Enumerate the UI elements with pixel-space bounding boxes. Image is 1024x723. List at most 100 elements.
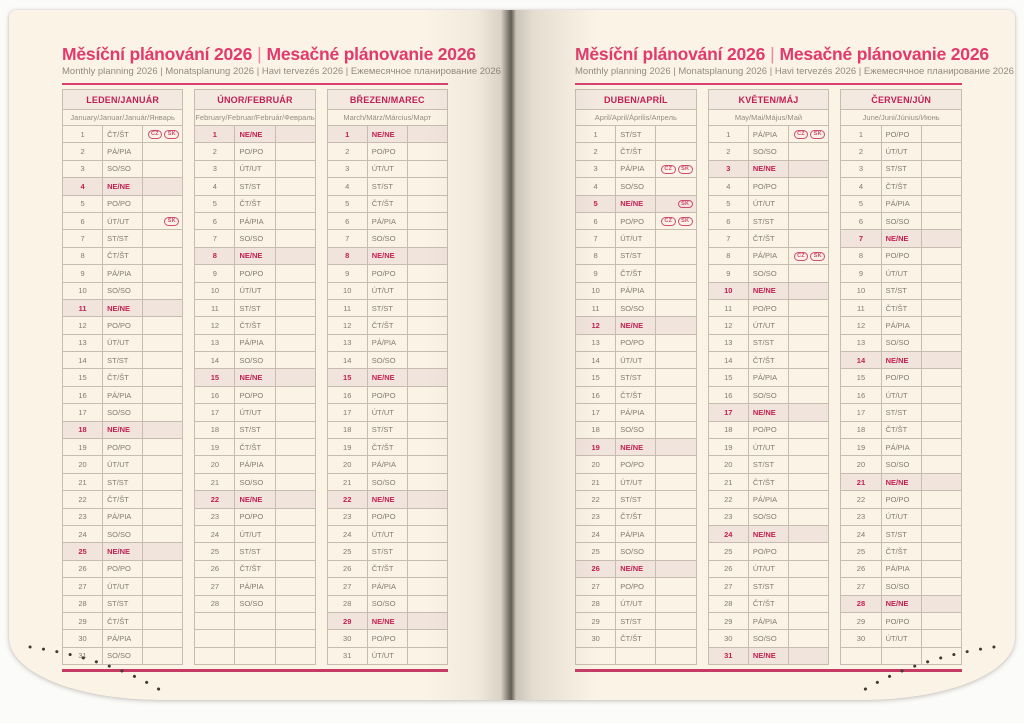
weekday-label: NE/NE: [102, 542, 144, 561]
weekday-label: PÁ/PIA: [102, 507, 144, 526]
day-row: 12 PO/PO: [61, 316, 184, 335]
notes-cell: [655, 385, 697, 405]
day-number: 26: [574, 559, 617, 579]
notes-cell: [788, 194, 830, 213]
weekday-label: PÁ/PIA: [234, 577, 276, 596]
day-row: 20 PO/PO: [574, 455, 697, 474]
day-row: 4 ČT/ŠT: [840, 177, 963, 196]
day-row: 8 ST/ST: [574, 246, 697, 266]
weekday-label: PO/PO: [880, 611, 922, 631]
weekday-label: PÁ/PIA: [366, 455, 408, 474]
notes-cell: [274, 211, 316, 231]
weekday-label: PÁ/PIA: [234, 455, 276, 474]
notes-cell: [788, 594, 830, 613]
weekday-label: ÚT/UT: [234, 281, 276, 300]
day-row: 31 SO/SO: [61, 646, 184, 666]
month-header-row: ČERVEN/JÚN: [840, 89, 963, 110]
weekday-label: ČT/ŠT: [615, 629, 657, 648]
weekday-label: PÁ/PIA: [234, 333, 276, 353]
day-number: 23: [194, 507, 236, 526]
day-row: 19 PÁ/PIA: [840, 438, 963, 457]
day-row: 27 PÁ/PIA: [194, 577, 316, 596]
weekday-label: [234, 646, 276, 666]
day-number: 22: [326, 490, 368, 509]
month-subtitle: February/Februar/Február/Февраль: [194, 109, 316, 126]
day-number: 27: [194, 577, 236, 596]
day-row: 20 ST/ST: [707, 455, 830, 474]
weekday-label: SO/SO: [747, 385, 790, 405]
notes-cell: [406, 264, 448, 283]
weekday-label: SO/SO: [366, 351, 408, 370]
day-number: 17: [840, 403, 882, 422]
day-number: 14: [574, 351, 617, 370]
notes-cell: SK: [142, 211, 184, 231]
notes-cell: [142, 455, 184, 474]
day-row: 27 ST/ST: [707, 577, 830, 596]
weekday-label: NE/NE: [747, 524, 790, 544]
weekday-label: [880, 646, 922, 666]
day-row: 9 ČT/ŠT: [574, 264, 697, 283]
notes-cell: [142, 159, 184, 179]
notes-cell: [920, 420, 963, 440]
day-number: 9: [194, 264, 236, 283]
notes-cell: [655, 142, 697, 161]
weekday-label: PO/PO: [366, 629, 408, 648]
weekday-label: NE/NE: [747, 646, 790, 666]
weekday-label: ČT/ŠT: [234, 194, 276, 213]
day-number: 23: [707, 507, 749, 526]
day-number: 10: [326, 281, 368, 300]
notes-cell: [406, 177, 448, 196]
weekday-label: ÚT/UT: [880, 629, 922, 648]
day-number: 6: [326, 211, 368, 231]
day-number: 6: [707, 211, 749, 231]
day-number: 15: [194, 368, 236, 387]
weekday-label: PO/PO: [615, 455, 657, 474]
day-number: 21: [574, 472, 617, 492]
day-number: 23: [326, 507, 368, 526]
day-number: 6: [61, 211, 104, 231]
weekday-label: PO/PO: [747, 298, 790, 318]
notes-cell: [406, 246, 448, 266]
notes-cell: [274, 577, 316, 596]
notes-cell: [655, 542, 697, 561]
day-row: 20 SO/SO: [840, 455, 963, 474]
month-header-row: KVĚTEN/MÁJ: [707, 89, 830, 110]
weekday-label: PO/PO: [102, 316, 144, 335]
notes-cell: [142, 646, 184, 666]
day-number: 13: [574, 333, 617, 353]
day-row: 21 NE/NE: [840, 472, 963, 492]
notes-cell: [406, 594, 448, 613]
weekday-label: SO/SO: [234, 594, 276, 613]
day-number: 10: [574, 281, 617, 300]
notes-cell: [655, 507, 697, 526]
notes-cell: [274, 403, 316, 422]
day-row: 16 ČT/ŠT: [574, 385, 697, 405]
weekday-label: ČT/ŠT: [366, 316, 408, 335]
day-row: 24 SO/SO: [61, 524, 184, 544]
weekday-label: ÚT/UT: [615, 472, 657, 492]
day-number: 30: [707, 629, 749, 648]
weekday-label: PO/PO: [234, 507, 276, 526]
day-row: 15 ČT/ŠT: [61, 368, 184, 387]
month-name: ÚNOR/FEBRUÁR: [194, 89, 316, 110]
notes-cell: [142, 351, 184, 370]
day-number: 10: [707, 281, 749, 300]
notes-cell: [406, 229, 448, 248]
page-title-cz: Měsíční plánování 2026: [62, 44, 253, 64]
day-number: 30: [326, 629, 368, 648]
month-grid: ČERVEN/JÚN June/Juni/Június/Июнь 1 PO/PO 2…: [840, 89, 963, 666]
notes-cell: [655, 646, 697, 666]
day-number: 27: [326, 577, 368, 596]
notes-cell: [655, 403, 697, 422]
day-row: 23 PO/PO: [194, 507, 316, 526]
day-number: 22: [707, 490, 749, 509]
day-number: 22: [194, 490, 236, 509]
day-row: 26 PO/PO: [61, 559, 184, 579]
day-row: 7 SO/SO: [326, 229, 448, 248]
weekday-label: SO/SO: [102, 403, 144, 422]
weekday-label: ČT/ŠT: [615, 507, 657, 526]
notes-cell: [788, 229, 830, 248]
day-row: 11 NE/NE: [61, 298, 184, 318]
notes-cell: [406, 629, 448, 648]
weekday-label: PÁ/PIA: [880, 194, 922, 213]
